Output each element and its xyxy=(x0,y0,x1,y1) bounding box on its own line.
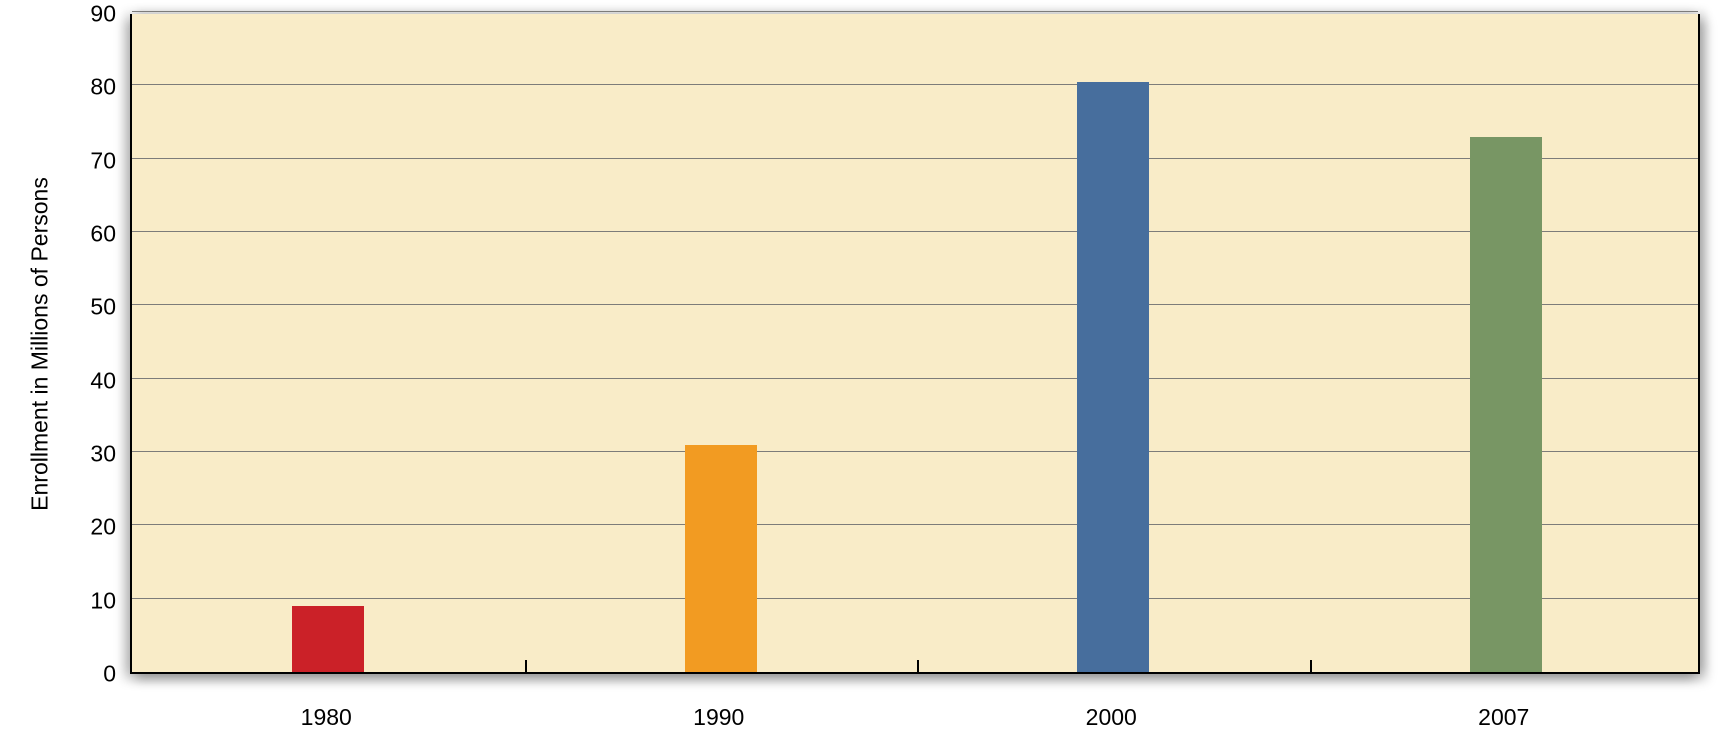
gridline xyxy=(132,11,1698,12)
y-tick-label: 90 xyxy=(90,1,116,28)
y-tick-label: 20 xyxy=(90,514,116,541)
plot-area xyxy=(130,14,1700,674)
bar-1990 xyxy=(685,445,757,672)
x-minor-tick xyxy=(917,660,919,672)
x-minor-tick xyxy=(525,660,527,672)
y-tick-label: 60 xyxy=(90,221,116,248)
gridline xyxy=(132,378,1698,379)
y-axis-title: Enrollment in Millions of Persons xyxy=(27,177,54,511)
bar-2000 xyxy=(1077,82,1149,672)
x-tick-label: 2007 xyxy=(1478,704,1529,731)
y-tick-label: 40 xyxy=(90,367,116,394)
y-tick-label: 50 xyxy=(90,294,116,321)
gridline xyxy=(132,231,1698,232)
bar-1980 xyxy=(292,606,364,672)
x-tick-label: 1980 xyxy=(301,704,352,731)
bar-2007 xyxy=(1470,137,1542,672)
y-tick-label: 30 xyxy=(90,441,116,468)
y-tick-label: 80 xyxy=(90,74,116,101)
gridline xyxy=(132,524,1698,525)
enrollment-bar-chart: Enrollment in Millions of Persons 0 10 20 3… xyxy=(0,0,1726,747)
x-tick-label: 1990 xyxy=(693,704,744,731)
x-tick-label: 2000 xyxy=(1086,704,1137,731)
gridline xyxy=(132,451,1698,452)
y-tick-label: 10 xyxy=(90,587,116,614)
y-tick-label: 0 xyxy=(103,661,116,688)
x-minor-tick xyxy=(1310,660,1312,672)
gridline xyxy=(132,84,1698,85)
gridline xyxy=(132,304,1698,305)
y-tick-label: 70 xyxy=(90,147,116,174)
gridline xyxy=(132,158,1698,159)
gridline xyxy=(132,598,1698,599)
